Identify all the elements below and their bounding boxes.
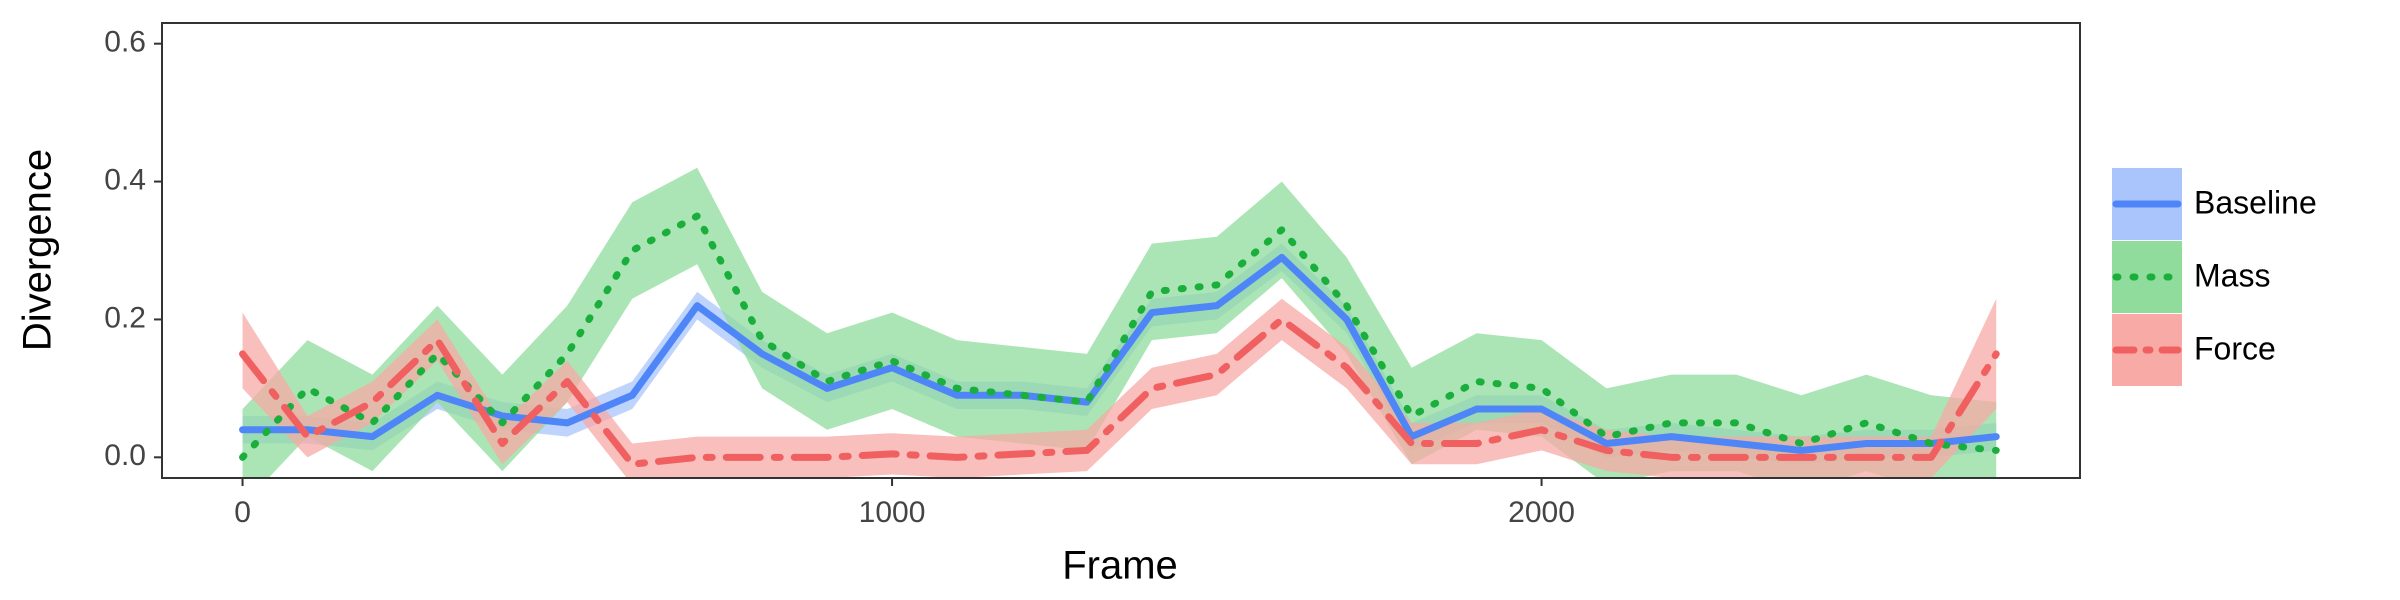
series-line [239,253,2000,454]
y-tick-label: 0.0 [104,439,146,472]
legend-label: Mass [2194,257,2270,293]
legend-label: Force [2194,330,2276,366]
plot-area [239,167,2000,478]
legend-label: Baseline [2194,184,2317,220]
series-line [239,212,2000,461]
plot-border [161,22,2081,479]
x-axis-title: Frame [1062,544,1178,588]
y-axis-title: Divergence [16,149,60,351]
y-tick-label: 0.2 [104,301,146,334]
x-tick-label: 2000 [1508,496,1575,529]
series-line [239,315,2000,468]
y-tick-label: 0.6 [104,26,146,59]
y-tick-label: 0.4 [104,163,146,196]
x-tick-label: 0 [234,496,251,529]
x-tick-label: 1000 [859,496,926,529]
